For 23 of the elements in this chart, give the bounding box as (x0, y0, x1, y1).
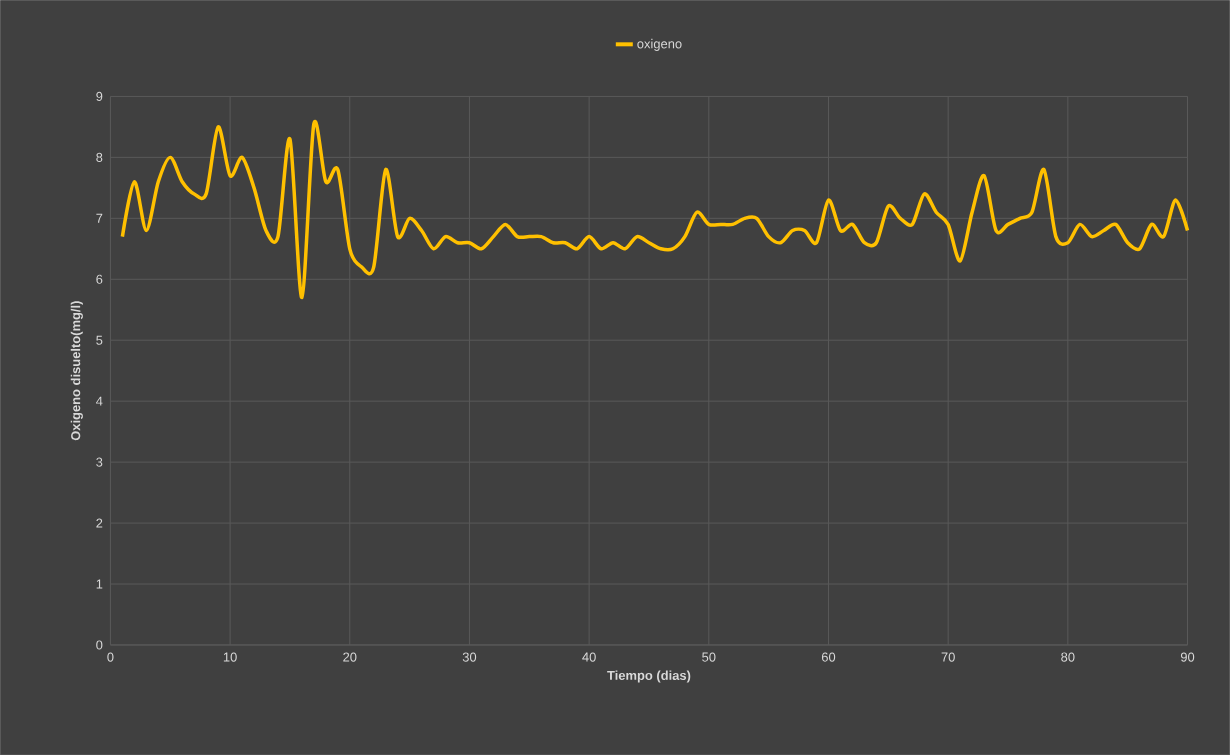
x-tick-label: 0 (107, 652, 114, 662)
x-axis-title: Tiempo (dias) (607, 670, 691, 683)
legend-label: oxigeno (637, 38, 682, 51)
y-tick-label: 7 (96, 213, 103, 223)
y-tick-label: 9 (96, 91, 103, 101)
x-tick-label: 80 (1061, 652, 1075, 662)
x-tick-label: 20 (343, 652, 357, 662)
y-tick-label: 1 (96, 579, 103, 589)
y-tick-label: 4 (96, 396, 103, 406)
y-tick-label: 0 (96, 640, 103, 650)
y-axis-title: Oxigeno disuelto(mg/l) (70, 301, 83, 441)
x-tick-label: 30 (462, 652, 477, 662)
y-tick-label: 5 (96, 335, 103, 345)
y-tick-label: 3 (96, 457, 103, 467)
x-tick-label: 50 (702, 652, 716, 662)
y-tick-label: 2 (96, 518, 103, 528)
y-tick-label: 8 (96, 152, 103, 162)
x-tick-label: 60 (821, 652, 836, 662)
x-tick-label: 90 (1180, 652, 1195, 662)
x-tick-label: 70 (941, 652, 955, 662)
x-tick-label: 10 (223, 652, 237, 662)
x-tick-label: 40 (582, 652, 596, 662)
y-tick-label: 6 (96, 274, 103, 284)
